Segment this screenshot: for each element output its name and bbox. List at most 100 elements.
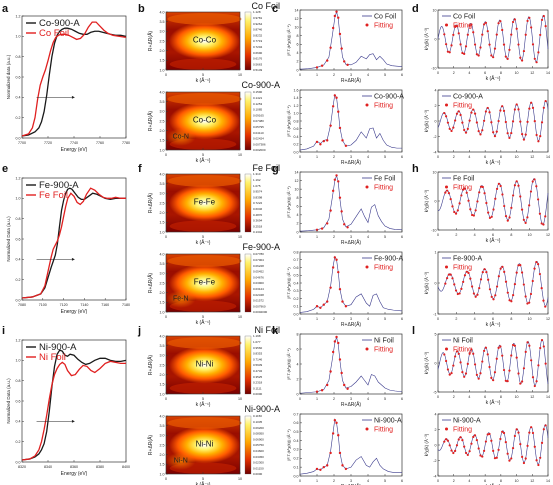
x-tick-label: 6 xyxy=(401,479,403,483)
fit-point xyxy=(481,270,484,274)
fit-point xyxy=(466,127,469,130)
fit-point xyxy=(451,277,454,280)
y-tick-label: 10 xyxy=(295,25,299,29)
x-tick-label: 8 xyxy=(500,71,502,75)
y-axis-label: k³χ(k) (Å⁻³) xyxy=(423,271,429,294)
fit-point xyxy=(519,443,522,446)
y-tick-label: 1.5 xyxy=(160,383,165,387)
fit-point xyxy=(484,110,488,113)
fit-point xyxy=(344,305,348,308)
fit-point xyxy=(486,106,489,110)
fit-point xyxy=(488,365,491,369)
fit-point xyxy=(455,444,459,447)
colorbar-tick-label: 1.192 xyxy=(253,178,261,182)
y-tick-label: 4 xyxy=(297,213,299,217)
x-tick-label: 4 xyxy=(468,479,470,483)
fit-point xyxy=(333,14,337,18)
fit-point xyxy=(459,436,462,439)
fit-point xyxy=(499,267,502,270)
colorbar-tick-label: 0.9264 xyxy=(253,22,263,26)
x-tick-label: 0 xyxy=(437,155,439,159)
colorbar-tick-label: 0.1590 xyxy=(253,90,263,94)
colorbar-tick-label: 0.07480 xyxy=(253,119,264,123)
fit-point xyxy=(528,431,531,434)
fit-point xyxy=(517,43,520,46)
y-tick-label: 3.5 xyxy=(160,20,165,24)
panel-letter-j: j xyxy=(137,325,141,337)
series-line xyxy=(21,21,127,137)
x-tick-label: 8340 xyxy=(44,465,52,469)
x-tick-label: 7700 xyxy=(18,141,26,145)
fit-point xyxy=(481,455,484,458)
x-tick-label: 5 xyxy=(384,317,386,321)
y-tick-label: 0.0 xyxy=(16,460,21,464)
experimental-line xyxy=(299,93,402,151)
fit-point xyxy=(337,434,340,437)
colorbar-tick-label: 0.01150 xyxy=(253,466,264,470)
fit-point xyxy=(466,453,469,457)
fit-point xyxy=(338,126,342,130)
fit-point xyxy=(333,178,337,181)
fit-point xyxy=(535,61,538,64)
fit-point xyxy=(326,300,329,303)
fit-point xyxy=(537,198,540,201)
y-tick-label: 2.5 xyxy=(160,119,165,123)
y-tick-label: 0.6 xyxy=(16,75,21,79)
fit-point xyxy=(472,292,475,295)
colorbar xyxy=(244,253,252,313)
x-tick-label: 10 xyxy=(515,395,519,399)
y-tick-label: 2.5 xyxy=(160,39,165,43)
fit-point xyxy=(537,463,540,467)
fit-point xyxy=(522,367,526,370)
fit-point xyxy=(468,24,471,27)
fit-point xyxy=(457,438,460,441)
fit-point xyxy=(346,63,349,67)
fit-point xyxy=(508,48,511,51)
y-tick-label: -2 xyxy=(433,135,436,139)
fit-point xyxy=(483,268,486,271)
x-tick-label: 6 xyxy=(401,397,403,401)
y-axis-label: |F.T.(k³χ(k))| (Å⁻⁴) xyxy=(286,267,291,299)
colorbar-tick-label: 0.007386 xyxy=(253,142,266,146)
legend-label: Co-900-A xyxy=(453,94,483,101)
fit-point xyxy=(492,379,495,382)
colorbar-tick-label: 0.6690 xyxy=(253,51,263,55)
fit-point xyxy=(461,51,464,55)
fit-point xyxy=(492,449,495,452)
x-tick-label: 10 xyxy=(528,233,532,237)
x-tick-label: 8 xyxy=(500,479,502,483)
fit-point xyxy=(483,192,486,195)
fit-point xyxy=(535,133,538,137)
fit-point xyxy=(530,101,533,104)
x-axis-label: k (Å⁻¹) xyxy=(196,157,211,164)
colorbar-tick-label: 1.198 xyxy=(253,334,261,338)
fit-point xyxy=(472,435,475,439)
y-tick-label: 10 xyxy=(433,170,437,174)
y-tick-label: -4 xyxy=(433,474,436,478)
legend-swatch xyxy=(365,103,369,107)
y-tick-label: 0.2 xyxy=(294,143,299,147)
x-tick-label: 8360 xyxy=(70,465,78,469)
fit-point xyxy=(495,187,499,190)
fit-point xyxy=(443,33,446,36)
y-tick-label: 0 xyxy=(297,230,299,234)
fit-point xyxy=(479,133,482,136)
y-tick-label: -10 xyxy=(431,228,436,232)
y-axis-label: |F.T.(k³χ(k))| (Å⁻⁴) xyxy=(286,105,291,137)
y-tick-label: 1.0 xyxy=(294,112,299,116)
fit-point xyxy=(526,341,529,344)
fit-point xyxy=(473,363,477,366)
fit-point xyxy=(465,191,468,194)
y-tick-label: 0 xyxy=(435,281,437,285)
colorbar-tick-label: 1.128 xyxy=(253,10,261,14)
fit-point xyxy=(513,184,517,187)
x-tick-label: 10 xyxy=(238,315,242,319)
colorbar-tick-label: 0.07004 xyxy=(253,258,264,262)
x-tick-label: 0 xyxy=(165,73,167,77)
fit-point xyxy=(329,124,332,127)
x-tick-label: 12 xyxy=(530,479,534,483)
heatmap-band xyxy=(167,175,242,187)
